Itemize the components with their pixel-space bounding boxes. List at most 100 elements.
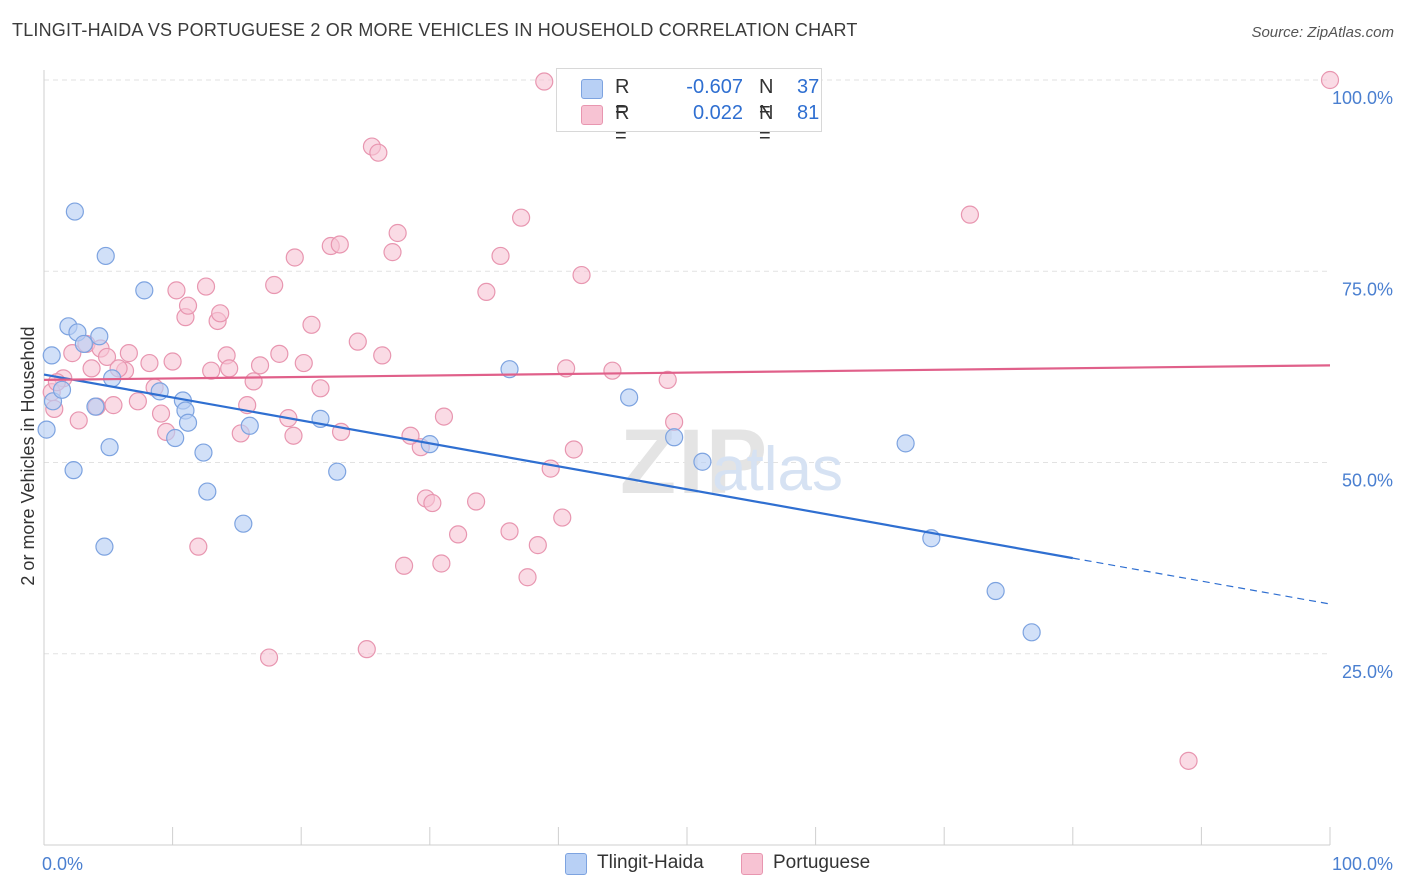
portuguese-point	[348, 332, 367, 351]
legend-label: Portuguese	[773, 852, 871, 873]
chart-title: TLINGIT-HAIDA VS PORTUGUESE 2 OR MORE VE…	[12, 20, 858, 40]
portuguese-point	[665, 412, 684, 432]
portuguese-point	[557, 359, 576, 378]
portuguese-point	[119, 344, 138, 363]
legend-label: Tlingit-Haida	[597, 852, 704, 873]
axes	[43, 70, 1331, 846]
portuguese-point	[603, 361, 622, 380]
portuguese-point	[394, 556, 414, 575]
portuguese-point	[196, 277, 216, 296]
tlingit-haida-point	[135, 281, 154, 300]
portuguese-point	[302, 315, 321, 334]
tlingit-haida-point	[198, 482, 217, 501]
tlingit-haida-trend-line	[43, 373, 1073, 560]
portuguese-point	[500, 522, 519, 541]
watermark-atlas: atlas	[712, 435, 843, 504]
portuguese-point	[265, 275, 284, 295]
portuguese-point	[270, 344, 289, 363]
tlingit-haida-point	[240, 416, 259, 435]
y-tick-label: 75.0%	[1342, 279, 1393, 299]
tlingit-haida-point	[1022, 623, 1041, 642]
portuguese-point	[423, 493, 442, 513]
r-label: R =	[615, 102, 630, 147]
portuguese-point	[244, 372, 263, 391]
portuguese-point	[330, 235, 349, 254]
tlingit-haida-point	[100, 438, 119, 457]
tlingit-haida-legend-swatch	[565, 853, 587, 875]
portuguese-point	[564, 440, 583, 459]
portuguese-point	[1320, 70, 1340, 90]
portuguese-point	[202, 361, 221, 380]
portuguese-legend-swatch	[741, 853, 763, 875]
portuguese-point	[220, 359, 239, 378]
portuguese-point	[211, 304, 230, 323]
tlingit-haida-point	[65, 202, 84, 221]
y-tick-label: 100.0%	[1332, 88, 1393, 108]
portuguese-point	[528, 536, 547, 555]
portuguese-point	[1179, 751, 1198, 770]
tlingit-haida-point	[96, 246, 115, 266]
tlingit-haida-point	[500, 360, 519, 379]
stats-legend: R = -0.607 N = 37 R = 0.022 N = 81	[556, 68, 822, 147]
tlingit-haida-points	[37, 202, 1041, 642]
tlingit-haida-point	[986, 581, 1005, 601]
tlingit-haida-point	[42, 346, 61, 365]
portuguese-point	[104, 396, 123, 415]
portuguese-point	[128, 392, 147, 411]
portuguese-point	[294, 353, 313, 373]
tlingit-haida-point	[37, 420, 56, 439]
portuguese-point	[572, 265, 591, 285]
portuguese-point	[434, 407, 454, 426]
portuguese-point	[553, 508, 572, 527]
y-axis-label: 2 or more Vehicles in Household	[18, 326, 38, 585]
portuguese-trend-line	[43, 364, 1331, 381]
tlingit-haida-trend-extension	[1072, 557, 1331, 605]
tlingit-haida-point	[166, 428, 185, 448]
portuguese-point	[285, 248, 304, 267]
portuguese-point	[491, 246, 510, 266]
tlingit-haida-point	[52, 380, 72, 399]
portuguese-point	[163, 352, 182, 371]
r-value: 0.022	[692, 102, 743, 124]
tlingit-haida-point	[74, 334, 93, 354]
portuguese-point	[535, 72, 554, 91]
portuguese-point	[477, 282, 496, 302]
portuguese-swatch	[581, 105, 603, 125]
portuguese-point	[151, 404, 171, 423]
tlingit-haida-point	[620, 388, 639, 407]
tlingit-haida-swatch	[581, 79, 603, 99]
tlingit-haida-point	[234, 514, 253, 533]
portuguese-point	[373, 346, 392, 365]
x-tick-label: 100.0%	[1332, 854, 1393, 874]
portuguese-point	[960, 205, 980, 224]
portuguese-point	[140, 353, 159, 373]
n-label: N =	[759, 76, 774, 121]
r-label: R =	[615, 76, 630, 121]
n-value: 81	[797, 102, 820, 124]
portuguese-point	[432, 554, 451, 573]
portuguese-point	[541, 459, 560, 478]
portuguese-point	[311, 379, 330, 398]
portuguese-point	[189, 537, 208, 556]
portuguese-point	[369, 143, 388, 162]
tlingit-haida-point	[86, 397, 105, 416]
tlingit-haida-point	[665, 428, 684, 447]
portuguese-point	[466, 492, 486, 511]
portuguese-point	[69, 411, 88, 430]
n-value: 37	[797, 76, 820, 98]
tlingit-haida-point	[90, 327, 109, 346]
x-tick-label: 0.0%	[42, 854, 83, 874]
portuguese-point	[357, 640, 376, 659]
portuguese-point	[383, 243, 402, 262]
source-label: Source: ZipAtlas.com	[1251, 24, 1394, 41]
portuguese-point	[284, 426, 303, 445]
tlingit-haida-point	[328, 462, 347, 481]
tlingit-haida-point	[693, 452, 712, 471]
portuguese-point	[250, 356, 270, 375]
portuguese-point	[512, 208, 531, 227]
tlingit-haida-point	[95, 537, 114, 556]
n-label: N =	[759, 102, 774, 147]
portuguese-point	[259, 648, 279, 667]
portuguese-point	[167, 281, 186, 300]
portuguese-point	[518, 568, 537, 587]
